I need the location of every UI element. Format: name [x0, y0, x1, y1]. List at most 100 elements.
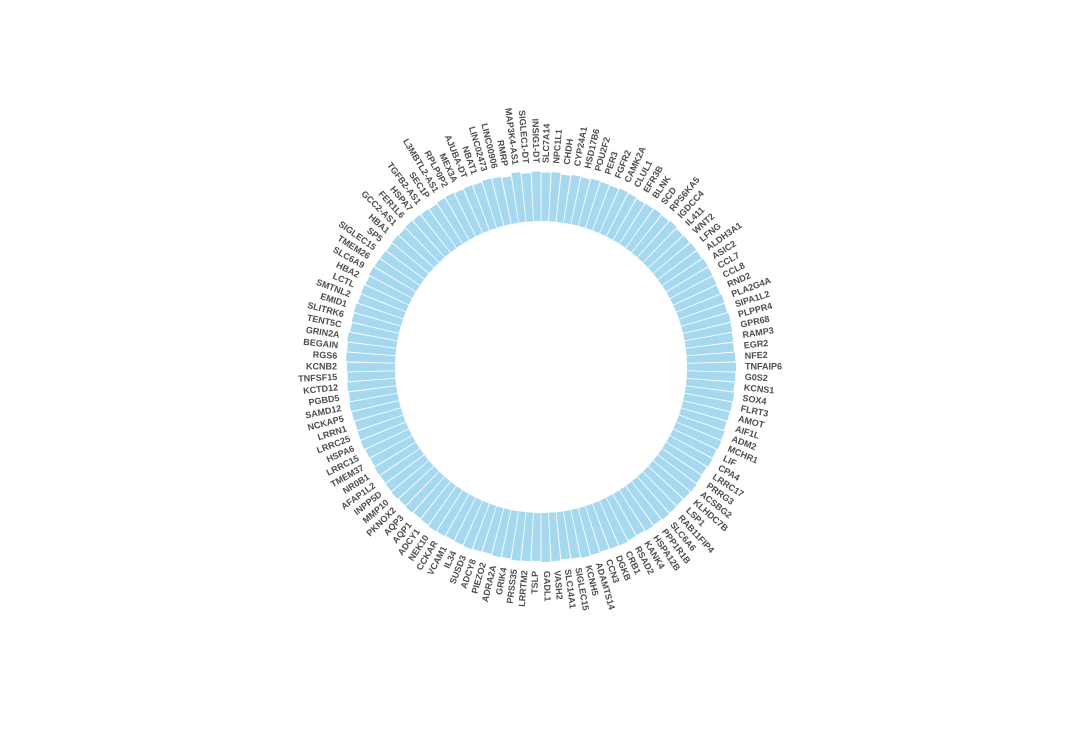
bar-94: [347, 371, 396, 382]
category-label-32: EGR2: [743, 338, 768, 350]
category-label-31: RAMP3: [742, 325, 775, 340]
bar-104: [365, 276, 412, 305]
bar-40: [679, 408, 727, 431]
bar-55: [606, 494, 637, 541]
bar-77: [420, 481, 457, 525]
bar-73: [454, 497, 483, 545]
bar-110: [399, 228, 439, 268]
bar-7: [563, 174, 581, 225]
bar-100: [351, 313, 401, 334]
bar-85: [370, 435, 416, 467]
bar-63: [548, 512, 561, 562]
bar-72: [463, 500, 490, 550]
bar-41: [676, 415, 725, 440]
bar-79: [405, 471, 445, 513]
bar-35: [686, 371, 736, 382]
bar-54: [613, 490, 645, 536]
bar-58: [585, 503, 609, 552]
bar-62: [556, 511, 571, 560]
bar-28: [679, 303, 728, 326]
bar-33: [686, 352, 736, 363]
bar-71: [472, 503, 497, 552]
category-label-6: CHDH: [562, 138, 575, 165]
bar-23: [662, 258, 708, 292]
bar-2: [521, 173, 534, 222]
bar-98: [347, 332, 398, 348]
bar-18: [637, 220, 677, 263]
category-label-36: KCNS1: [743, 382, 774, 395]
bar-3: [531, 171, 541, 222]
bar-50: [637, 471, 677, 513]
bar-13: [606, 193, 637, 240]
bar-15: [619, 203, 654, 248]
bar-81: [391, 460, 434, 500]
bar-121: [492, 176, 511, 226]
bar-27: [676, 294, 725, 319]
bar-6: [556, 174, 571, 223]
bar-106: [374, 258, 420, 292]
bar-107: [380, 250, 425, 286]
bar-65: [531, 512, 541, 561]
bar-91: [349, 393, 399, 412]
bar-49: [643, 466, 683, 506]
bar-117: [454, 189, 483, 237]
bar-34: [686, 362, 737, 372]
bar-39: [681, 400, 730, 421]
bar-69: [491, 508, 511, 558]
bar-4: [541, 172, 551, 222]
bar-37: [684, 386, 735, 402]
bar-82: [385, 454, 429, 492]
bar-64: [541, 512, 551, 562]
bar-43: [670, 429, 717, 458]
bar-26: [673, 285, 721, 312]
category-label-67: PRSS35: [505, 569, 519, 605]
bar-48: [648, 460, 690, 499]
bar-78: [413, 476, 451, 519]
bar-14: [613, 198, 645, 244]
bar-24: [666, 267, 713, 299]
bar-87: [360, 422, 409, 450]
bar-112: [413, 214, 451, 258]
bar-46: [657, 448, 702, 484]
category-label-95: KCNB2: [306, 361, 337, 371]
category-label-5: NPC1L1: [551, 129, 564, 164]
bar-115: [437, 197, 469, 244]
bar-53: [619, 486, 654, 531]
category-label-65: TSLP: [529, 571, 540, 594]
bar-32: [685, 342, 734, 356]
bar-44: [666, 435, 713, 467]
bar-1: [511, 172, 526, 223]
bar-12: [599, 188, 628, 237]
bar-22: [658, 251, 702, 286]
bar-51: [631, 476, 670, 520]
category-label-3: INSIG1-DT: [530, 118, 541, 163]
bar-84: [374, 442, 420, 476]
bar-101: [353, 303, 403, 326]
category-label-68: GRIK4: [494, 567, 509, 596]
category-label-35: G0S2: [745, 372, 769, 383]
bar-89: [354, 408, 403, 431]
bar-17: [631, 215, 669, 258]
bar-90: [351, 400, 401, 421]
bar-68: [501, 509, 519, 559]
bar-80: [398, 466, 439, 506]
bar-36: [685, 378, 735, 392]
category-label-92: PGBD5: [308, 393, 340, 408]
bar-116: [445, 192, 476, 240]
category-label-96: RGS6: [313, 350, 338, 361]
bar-67: [511, 511, 526, 561]
category-label-94: TNFSF15: [298, 372, 337, 384]
category-label-63: VASH2: [552, 570, 564, 600]
bar-16: [625, 208, 662, 253]
category-label-34: TNFAIP6: [745, 361, 782, 371]
bar-5: [548, 172, 561, 222]
bar-111: [405, 220, 445, 263]
bar-19: [643, 228, 683, 268]
bar-38: [683, 393, 733, 412]
bar-83: [380, 448, 424, 483]
bar-47: [653, 454, 697, 492]
bar-93: [347, 378, 397, 392]
bar-95: [346, 362, 396, 372]
category-label-64: GADL1: [542, 571, 553, 602]
bar-99: [350, 322, 399, 341]
